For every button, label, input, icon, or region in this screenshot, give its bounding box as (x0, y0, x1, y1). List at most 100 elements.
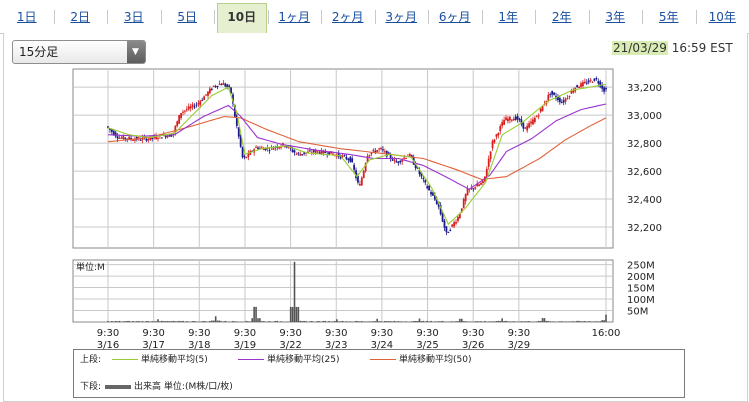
volume-bar (578, 320, 580, 322)
candle-body (191, 104, 194, 108)
volume-bar (435, 321, 438, 322)
candle-body (176, 121, 179, 127)
candle-body (232, 94, 234, 104)
dropdown-arrow-button[interactable]: ▼ (127, 41, 145, 63)
candle-body (387, 152, 390, 155)
volume-bar (303, 320, 305, 322)
candle-body (134, 139, 136, 141)
volume-bar (191, 321, 194, 322)
volume-bar (389, 321, 392, 322)
volume-bar (455, 321, 457, 322)
candle-body (568, 96, 571, 98)
tab-5[interactable]: 1ヶ月 (278, 10, 311, 24)
candle-body (599, 81, 602, 87)
candle-body (482, 180, 484, 184)
tab-6[interactable]: 2ヶ月 (331, 10, 364, 24)
tab-8[interactable]: 6ヶ月 (438, 10, 471, 24)
legend-volume: 下段: 出来高 単位:(M株/口/枚) (80, 381, 233, 393)
ma5-swatch (112, 359, 138, 360)
volume-bar (584, 321, 586, 322)
candle-body (380, 148, 382, 150)
volume-bar (118, 320, 121, 322)
volume-bar (247, 321, 250, 322)
candle-body (499, 126, 502, 132)
tab-4[interactable]: 10日 (217, 3, 267, 33)
volume-bar (597, 321, 600, 322)
candle-body (553, 92, 555, 95)
tab-1[interactable]: 2日 (70, 10, 91, 24)
tab-7[interactable]: 3ヶ月 (385, 10, 418, 24)
volume-bar (164, 321, 167, 322)
candle-body (258, 147, 261, 149)
volume-bar (372, 321, 375, 322)
volume-bar (499, 321, 502, 322)
candle-body (345, 157, 348, 160)
volume-swatch (105, 384, 132, 389)
candle-body (341, 156, 344, 158)
tab-3[interactable]: 5日 (177, 10, 198, 24)
candle-body (562, 100, 565, 103)
candle-body (497, 133, 500, 136)
volume-bar (316, 321, 319, 322)
tab-2[interactable]: 3日 (123, 10, 144, 24)
tab-10[interactable]: 2年 (551, 10, 572, 24)
volume-bar (218, 320, 221, 322)
candle-body (591, 81, 594, 83)
candle-body (230, 87, 232, 94)
candle-body (585, 82, 588, 84)
candle-body (228, 85, 231, 87)
tab-13[interactable]: 10年 (708, 10, 736, 24)
interval-select[interactable]: 15分足 ▼ (12, 40, 146, 64)
x-tick-time: 9:30 (97, 328, 119, 339)
volume-bar (605, 314, 607, 322)
volume-bar (318, 321, 321, 322)
volume-bar (374, 321, 377, 322)
candle-body (201, 100, 204, 102)
candle-body (547, 94, 550, 101)
candle-body (510, 119, 513, 121)
candle-body (455, 221, 457, 224)
tab-separator (642, 10, 643, 24)
candle-body (495, 134, 498, 137)
volume-bar (528, 321, 530, 322)
volume-bar (201, 321, 204, 322)
candle-body (558, 97, 561, 103)
candle-body (368, 154, 371, 157)
volume-bar (593, 321, 596, 322)
tab-0[interactable]: 1日 (16, 10, 37, 24)
volume-bar (451, 321, 453, 322)
candle-body (151, 137, 154, 139)
candle-body (391, 159, 394, 161)
volume-bar (495, 321, 498, 322)
candle-body (164, 135, 167, 138)
tab-11[interactable]: 3年 (605, 10, 626, 24)
candle-body (295, 153, 298, 155)
tab-12[interactable]: 5年 (658, 10, 679, 24)
candle-body (320, 150, 323, 155)
volume-bar (474, 321, 477, 322)
volume-bar (107, 321, 109, 322)
volume-bar (491, 321, 494, 322)
volume-bar (524, 321, 527, 322)
candle-body (132, 139, 134, 141)
volume-bar (268, 321, 271, 322)
volume-bar (276, 320, 279, 322)
candle-body (210, 88, 213, 90)
volume-bar (359, 321, 361, 322)
candle-body (245, 156, 248, 158)
candle-body (224, 83, 227, 87)
volume-bar (186, 321, 188, 322)
candle-body (360, 177, 363, 186)
candle-body (580, 83, 582, 87)
volume-bar (122, 321, 125, 322)
tab-9[interactable]: 1年 (498, 10, 519, 24)
volume-bar (368, 321, 371, 322)
candle-body (445, 226, 448, 233)
candle-body (514, 116, 517, 120)
volume-bar (568, 321, 571, 322)
tab-separator (267, 10, 269, 24)
volume-bar (497, 320, 500, 322)
x-tick-time: 16:00 (592, 328, 621, 339)
legend-ma25-label: 単純移動平均(25) (267, 355, 340, 365)
